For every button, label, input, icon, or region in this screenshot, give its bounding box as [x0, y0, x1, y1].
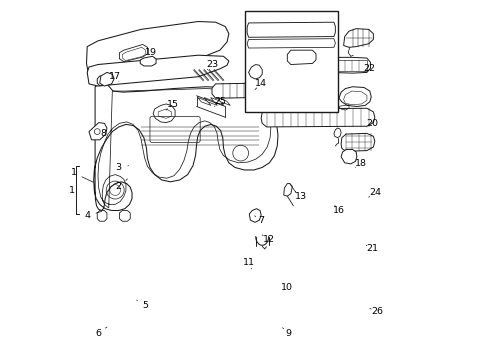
- Text: 10: 10: [281, 283, 294, 292]
- Polygon shape: [217, 98, 230, 105]
- Text: 5: 5: [142, 301, 148, 310]
- Text: 20: 20: [367, 119, 378, 128]
- Polygon shape: [153, 104, 175, 123]
- Polygon shape: [122, 47, 146, 60]
- Text: 23: 23: [206, 60, 218, 69]
- Text: 26: 26: [371, 307, 383, 316]
- Polygon shape: [120, 44, 147, 62]
- Text: 24: 24: [369, 188, 381, 197]
- Text: 18: 18: [354, 159, 367, 168]
- Text: 9: 9: [285, 329, 291, 338]
- Text: 19: 19: [145, 48, 157, 57]
- Polygon shape: [120, 211, 130, 221]
- Text: 4: 4: [84, 211, 90, 220]
- Text: 12: 12: [263, 235, 275, 244]
- Polygon shape: [339, 87, 371, 107]
- Text: 13: 13: [294, 192, 307, 201]
- Text: 22: 22: [364, 64, 376, 73]
- Text: 17: 17: [109, 72, 121, 81]
- Text: 15: 15: [167, 100, 178, 109]
- Polygon shape: [97, 75, 108, 86]
- Polygon shape: [87, 55, 229, 86]
- Polygon shape: [334, 128, 341, 138]
- Polygon shape: [211, 98, 224, 105]
- Text: 14: 14: [255, 79, 267, 88]
- Text: 1: 1: [69, 185, 75, 194]
- Text: 16: 16: [333, 206, 345, 215]
- Text: 3: 3: [116, 163, 122, 172]
- Polygon shape: [323, 57, 370, 73]
- Text: 21: 21: [367, 244, 378, 253]
- Polygon shape: [247, 39, 335, 48]
- Polygon shape: [204, 98, 218, 105]
- Polygon shape: [248, 64, 262, 79]
- Polygon shape: [249, 209, 261, 222]
- Text: 1: 1: [71, 168, 76, 177]
- Polygon shape: [284, 184, 293, 196]
- Text: 8: 8: [100, 129, 106, 138]
- Text: 7: 7: [258, 216, 264, 225]
- Text: 25: 25: [214, 97, 226, 106]
- Polygon shape: [197, 98, 211, 105]
- Polygon shape: [247, 22, 335, 37]
- Text: 11: 11: [243, 258, 255, 267]
- Polygon shape: [261, 108, 375, 127]
- Polygon shape: [341, 134, 375, 151]
- Text: 6: 6: [95, 329, 101, 338]
- Polygon shape: [87, 22, 229, 79]
- Polygon shape: [140, 56, 156, 66]
- Polygon shape: [212, 83, 259, 98]
- Polygon shape: [125, 62, 151, 77]
- Polygon shape: [341, 149, 357, 164]
- Polygon shape: [343, 29, 373, 47]
- Polygon shape: [94, 83, 278, 211]
- Polygon shape: [287, 50, 316, 64]
- Polygon shape: [89, 123, 107, 140]
- Polygon shape: [100, 72, 114, 86]
- Text: 2: 2: [116, 182, 122, 191]
- Polygon shape: [97, 211, 107, 221]
- Bar: [245, 11, 338, 112]
